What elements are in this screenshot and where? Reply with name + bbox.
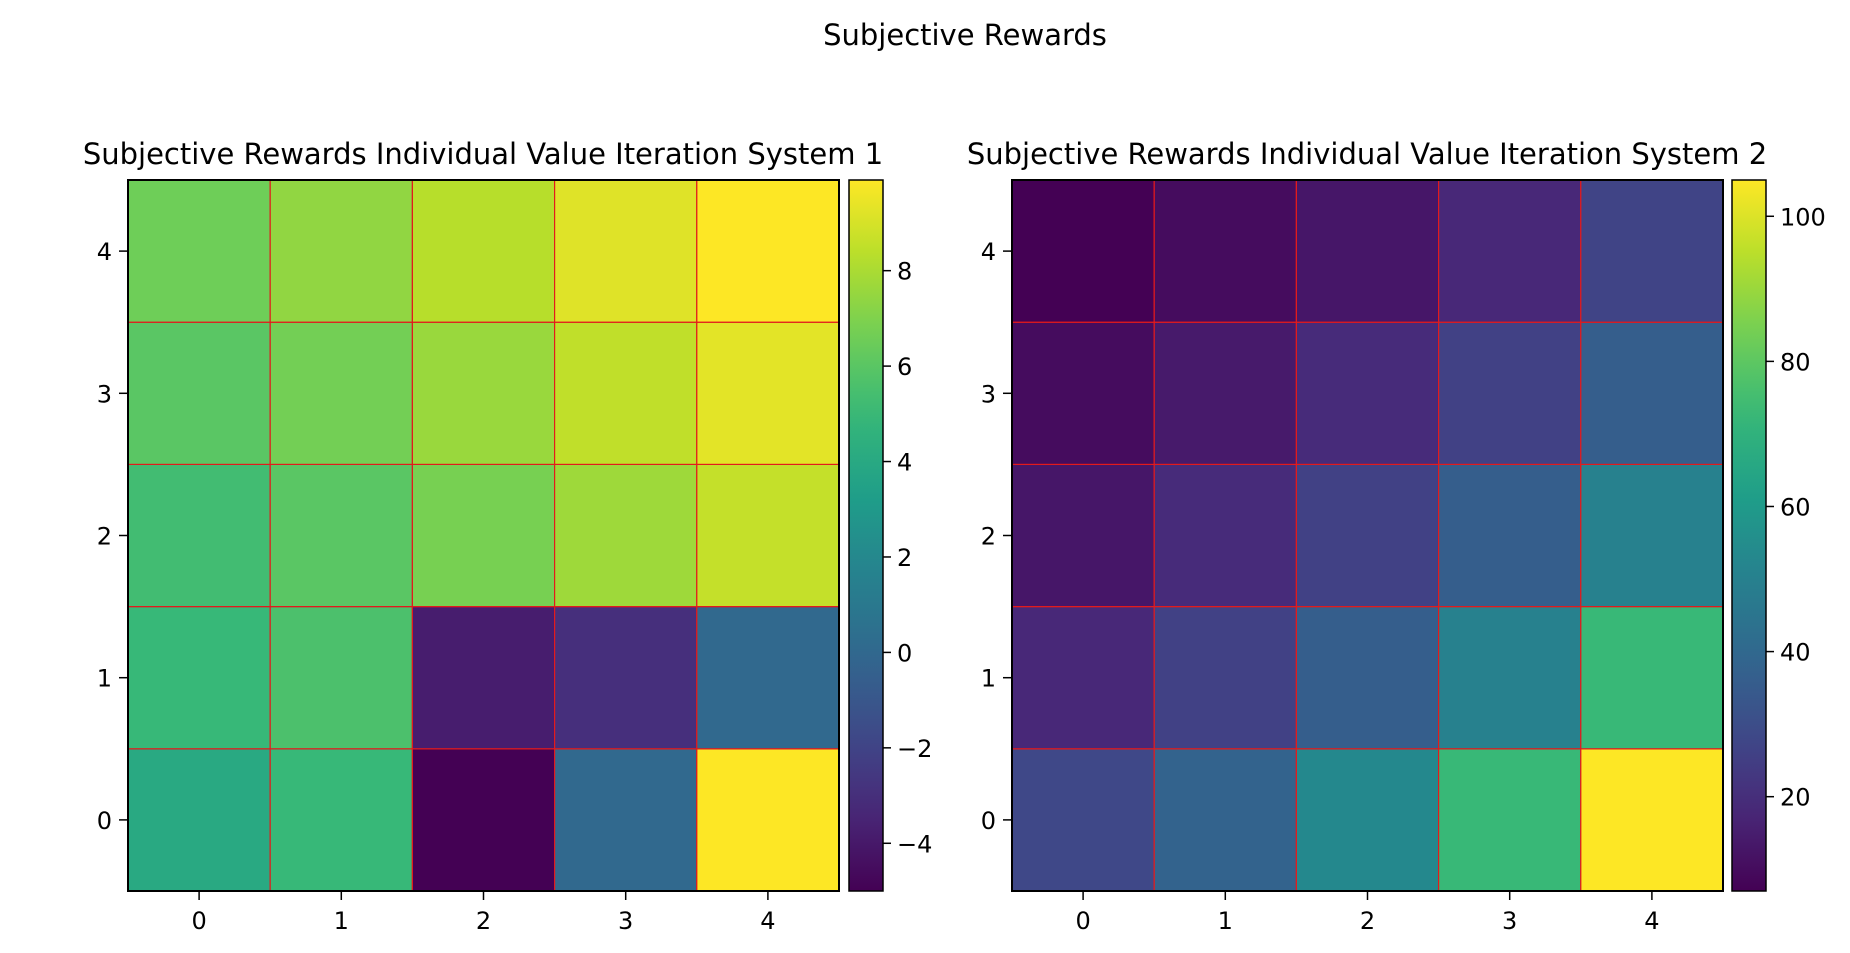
y-tick-label: 0 [97, 807, 112, 835]
colorbar [848, 179, 884, 892]
x-tick-label: 0 [1075, 907, 1090, 935]
heatmap-cell-r0-c1 [1153, 748, 1297, 892]
y-tick-label: 4 [981, 238, 996, 266]
heatmap-cell-r2-c2 [411, 463, 556, 608]
colorbar [1731, 179, 1767, 892]
heatmap-cell-r3-c0 [1011, 321, 1155, 466]
x-tick-label: 3 [1502, 907, 1517, 935]
heatmap-cell-r3-c2 [1295, 321, 1440, 466]
heatmap-cell-r4-c0 [127, 179, 271, 323]
x-tick-label: 2 [476, 907, 491, 935]
heatmap-cell-r0-c0 [1011, 748, 1155, 892]
x-tick-label: 0 [191, 907, 206, 935]
heatmap-cell-r2-c3 [1437, 463, 1582, 608]
heatmap-cell-r2-c0 [127, 463, 271, 608]
heatmap-cell-r0-c2 [411, 748, 556, 892]
heatmap-cell-r3-c3 [553, 321, 698, 466]
heatmap-cell-r3-c0 [127, 321, 271, 466]
figure-suptitle: Subjective Rewards [823, 18, 1107, 52]
heatmap-cell-r0-c3 [553, 748, 698, 892]
y-tick-label: 3 [97, 380, 112, 408]
heatmap-cell-r4-c1 [1153, 179, 1297, 323]
colorbar-tick-label: 80 [1780, 348, 1811, 376]
colorbar-tick-label: 2 [897, 544, 912, 572]
heatmap-cell-r4-c4 [1580, 179, 1724, 323]
heatmap-cell-r2-c3 [553, 463, 698, 608]
heatmap-cell-r0-c2 [1295, 748, 1440, 892]
heatmap-cell-r2-c4 [696, 463, 840, 608]
heatmap-cell-r1-c1 [269, 605, 414, 750]
heatmap-cell-r1-c2 [1295, 605, 1440, 750]
y-tick-label: 1 [981, 665, 996, 693]
heatmap-cell-r4-c4 [696, 179, 840, 323]
colorbar-tick-label: −2 [897, 735, 932, 763]
x-tick-label: 2 [1360, 907, 1375, 935]
colorbar-tick-label: 8 [897, 258, 912, 286]
heatmap-cell-r3-c4 [1580, 321, 1724, 466]
heatmap-cell-r0-c4 [1580, 748, 1724, 892]
heatmap-panel-1: Subjective Rewards Individual Value Iter… [83, 137, 933, 935]
panel-title: Subjective Rewards Individual Value Iter… [967, 137, 1767, 171]
heatmap-cell-r0-c0 [127, 748, 271, 892]
x-tick-label: 3 [618, 907, 633, 935]
heatmap-cell-r0-c3 [1437, 748, 1582, 892]
heatmap-cell-r4-c3 [553, 179, 698, 323]
y-tick-label: 2 [97, 523, 112, 551]
colorbar-tick-label: 20 [1780, 784, 1811, 812]
heatmap-cell-r2-c0 [1011, 463, 1155, 608]
heatmap-cell-r2-c4 [1580, 463, 1724, 608]
heatmap-cell-r1-c1 [1153, 605, 1297, 750]
heatmap-cell-r4-c1 [269, 179, 414, 323]
colorbar-tick-label: 0 [897, 639, 912, 667]
heatmap-cell-r1-c3 [553, 605, 698, 750]
heatmap-cell-r4-c0 [1011, 179, 1155, 323]
colorbar-tick-label: 100 [1780, 203, 1826, 231]
heatmap-cell-r2-c2 [1295, 463, 1440, 608]
heatmap-cell-r3-c4 [696, 321, 840, 466]
y-tick-label: 1 [97, 665, 112, 693]
heatmap-cell-r3-c2 [411, 321, 556, 466]
colorbar-tick-label: 60 [1780, 493, 1811, 521]
heatmap-cell-r2-c1 [1153, 463, 1297, 608]
heatmap-cell-r2-c1 [269, 463, 414, 608]
y-tick-label: 3 [981, 380, 996, 408]
heatmap-cell-r4-c3 [1437, 179, 1582, 323]
heatmap-cell-r1-c4 [696, 605, 840, 750]
colorbar-tick-label: 40 [1780, 639, 1811, 667]
y-tick-label: 0 [981, 807, 996, 835]
x-tick-label: 4 [1644, 907, 1659, 935]
heatmap-cell-r3-c3 [1437, 321, 1582, 466]
heatmap-cell-r0-c1 [269, 748, 414, 892]
y-tick-label: 4 [97, 238, 112, 266]
panel-title: Subjective Rewards Individual Value Iter… [83, 137, 883, 171]
heatmap-cell-r1-c0 [127, 605, 271, 750]
heatmap-cell-r0-c4 [696, 748, 840, 892]
y-tick-label: 2 [981, 523, 996, 551]
heatmap-cell-r3-c1 [1153, 321, 1297, 466]
colorbar-tick-label: −4 [897, 830, 932, 858]
heatmap-cell-r1-c0 [1011, 605, 1155, 750]
heatmap-cell-r3-c1 [269, 321, 414, 466]
heatmap-cell-r1-c3 [1437, 605, 1582, 750]
heatmap-cell-r1-c4 [1580, 605, 1724, 750]
x-tick-label: 1 [1218, 907, 1233, 935]
heatmap-panel-2: Subjective Rewards Individual Value Iter… [967, 137, 1826, 935]
x-tick-label: 4 [760, 907, 775, 935]
heatmap-cell-r1-c2 [411, 605, 556, 750]
x-tick-label: 1 [334, 907, 349, 935]
colorbar-tick-label: 4 [897, 449, 912, 477]
colorbar-tick-label: 6 [897, 353, 912, 381]
heatmap-cell-r4-c2 [411, 179, 556, 323]
heatmap-cell-r4-c2 [1295, 179, 1440, 323]
